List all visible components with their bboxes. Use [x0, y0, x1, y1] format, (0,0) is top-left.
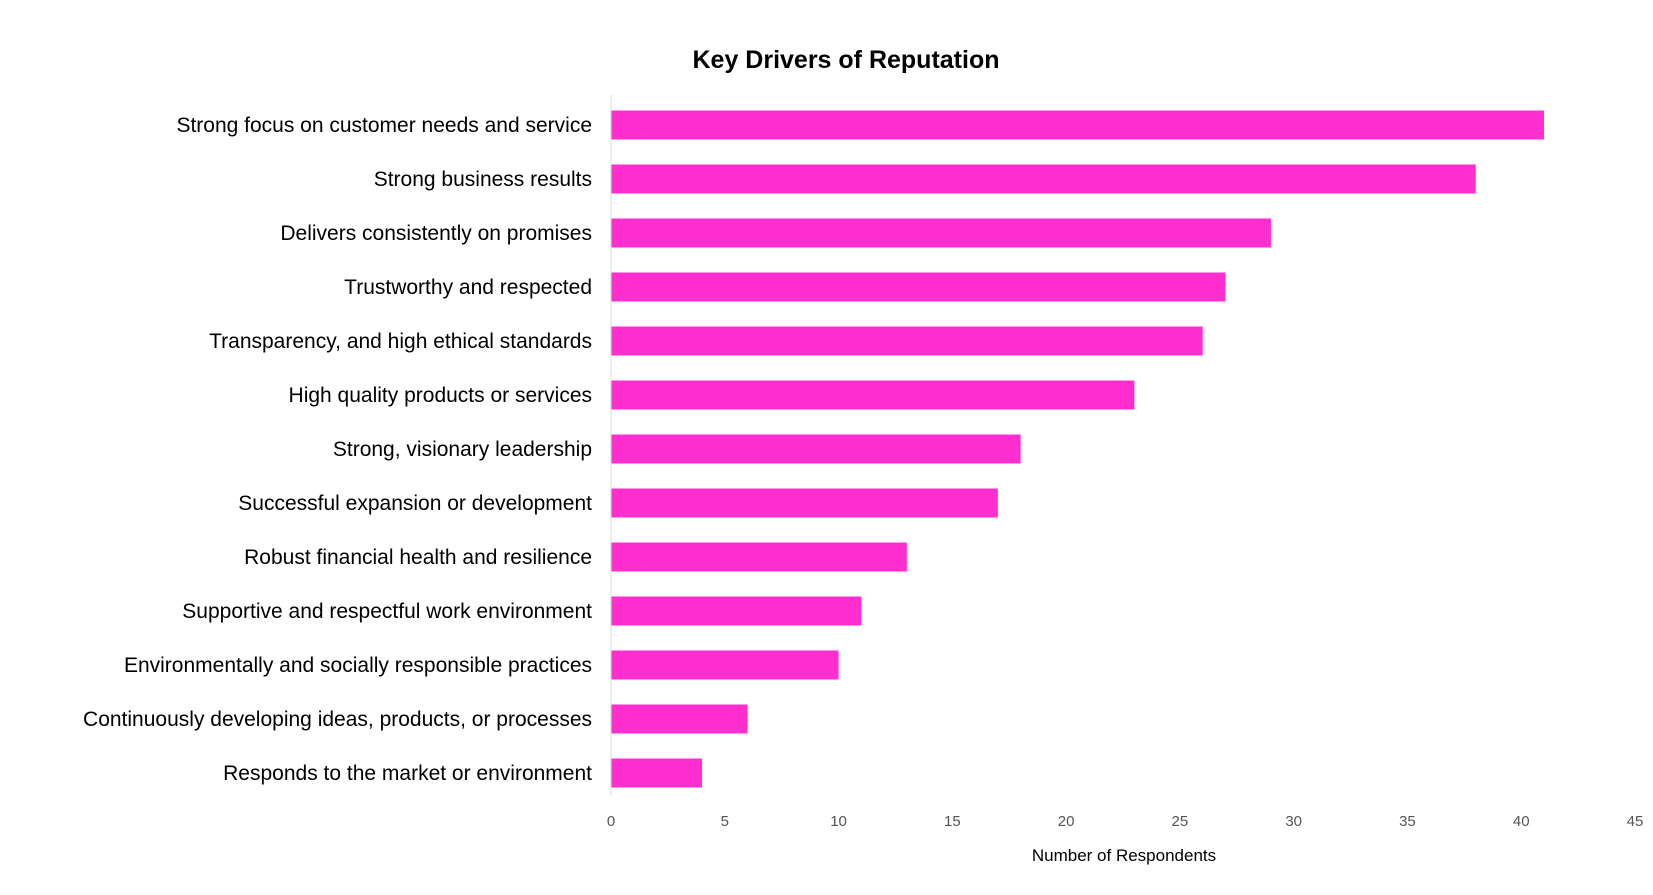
category-label: High quality products or services	[289, 384, 592, 407]
x-tick-label: 10	[830, 813, 847, 830]
x-tick-label: 0	[607, 813, 615, 830]
bar	[611, 380, 1135, 410]
bar	[611, 596, 862, 626]
x-tick-label: 20	[1058, 813, 1075, 830]
category-label: Robust financial health and resilience	[244, 546, 592, 569]
bar	[611, 758, 703, 788]
bar	[611, 326, 1203, 356]
category-label: Strong business results	[374, 168, 592, 191]
x-tick-label: 25	[1172, 813, 1189, 830]
category-label: Supportive and respectful work environme…	[182, 600, 592, 623]
bar	[611, 272, 1226, 302]
bars-layer	[611, 110, 1544, 788]
category-label: Continuously developing ideas, products,…	[83, 708, 592, 731]
category-label: Trustworthy and respected	[344, 276, 592, 299]
bar	[611, 434, 1021, 464]
x-tick-label: 15	[944, 813, 961, 830]
category-label: Successful expansion or development	[238, 492, 592, 515]
bar	[611, 110, 1544, 140]
x-axis-title: Number of Respondents	[1032, 846, 1216, 865]
bar	[611, 488, 998, 518]
bar	[611, 164, 1476, 194]
category-label: Strong, visionary leadership	[333, 438, 592, 461]
category-labels: Strong focus on customer needs and servi…	[83, 114, 592, 785]
x-tick-label: 35	[1399, 813, 1416, 830]
chart-title: Key Drivers of Reputation	[692, 46, 999, 74]
x-tick-label: 5	[721, 813, 729, 830]
bar	[611, 704, 748, 734]
x-axis-ticks: 0 5 10 15 20 25 30 35 40 45	[607, 813, 1644, 830]
category-label: Transparency, and high ethical standards	[209, 330, 592, 353]
x-tick-label: 40	[1513, 813, 1530, 830]
category-label: Responds to the market or environment	[223, 762, 592, 785]
category-label: Strong focus on customer needs and servi…	[176, 114, 592, 137]
x-tick-label: 30	[1285, 813, 1302, 830]
x-tick-label: 45	[1627, 813, 1644, 830]
category-label: Environmentally and socially responsible…	[124, 654, 592, 677]
category-label: Delivers consistently on promises	[280, 222, 592, 245]
bar	[611, 218, 1271, 248]
bar	[611, 650, 839, 680]
bar	[611, 542, 907, 572]
